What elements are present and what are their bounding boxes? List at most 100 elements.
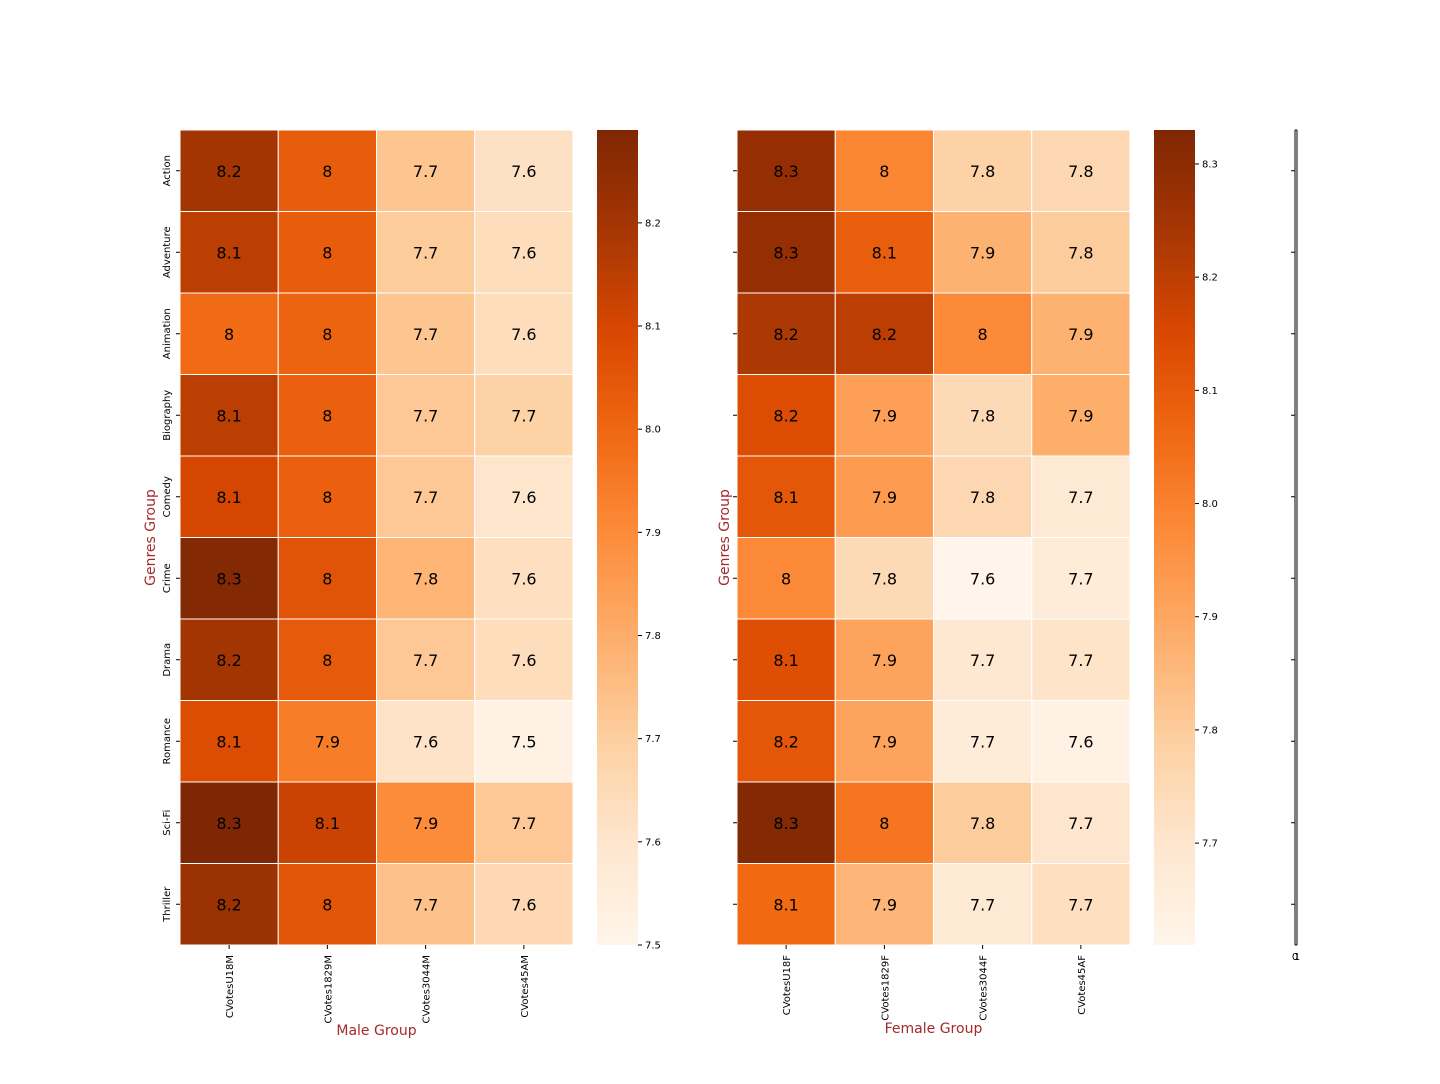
cell-value-label: 7.6: [511, 569, 536, 588]
cell-value-label: 7.9: [872, 406, 897, 425]
heatmap-cell: [736, 374, 836, 457]
colorbar-tick-label: 8.0: [645, 425, 661, 436]
heatmap-cell: [834, 618, 934, 701]
cell-value-label: 7.5: [511, 732, 536, 751]
heatmap-cell: [179, 455, 279, 538]
cell-value-label: 8.3: [216, 814, 241, 833]
y-axis-label: Genres Group: [717, 489, 733, 586]
heatmap-cell: [474, 374, 574, 457]
heatmap-cell: [736, 455, 836, 538]
y-tick-label: Animation: [162, 308, 173, 359]
cell-value-label: 7.7: [413, 406, 438, 425]
cell-value-label: 8.1: [216, 732, 241, 751]
heatmap-cell: [376, 129, 476, 212]
cell-value-label: 7.9: [872, 488, 897, 507]
cell-value-label: 8.2: [216, 651, 241, 670]
cell-value-label: 7.7: [413, 895, 438, 914]
heatmap-cell: [277, 129, 377, 212]
heatmap-cell: [474, 129, 574, 212]
cell-value-label: 8.2: [773, 732, 798, 751]
cell-value-label: 7.9: [413, 814, 438, 833]
female-heatmap: 8.3 8 7.8 7.8 8.3 8.1 7.9 7.8 8.2 8.2 8 7.9 8.2 7.9 7.…: [717, 129, 1218, 1037]
heatmap-cell: [736, 700, 836, 783]
cell-value-label: 8.1: [773, 488, 798, 507]
cell-value-label: 8.3: [773, 243, 798, 262]
colorbar-tick-label: 8.2: [645, 218, 661, 229]
heatmap-cell: [933, 700, 1033, 783]
cell-value-label: 8: [322, 162, 332, 181]
cell-value-label: 7.7: [1068, 651, 1093, 670]
cell-value-label: 7.7: [970, 651, 995, 670]
heatmap-cell: [834, 700, 934, 783]
cell-value-label: 7.6: [511, 651, 536, 670]
cell-value-label: 8.2: [872, 325, 897, 344]
cell-value-label: 7.6: [511, 325, 536, 344]
colorbar-tick-label: 8.2: [1202, 273, 1218, 284]
heatmap-cell: [474, 863, 574, 946]
colorbar-tick-label: 7.5: [645, 941, 661, 952]
cell-value-label: 8: [879, 814, 889, 833]
heatmap-cell: [376, 374, 476, 457]
cell-value-label: 7.8: [1068, 243, 1093, 262]
cell-value-label: 7.6: [1068, 732, 1093, 751]
cell-value-label: 8: [322, 325, 332, 344]
heatmap-cell: [376, 455, 476, 538]
heatmap-cell: [179, 129, 279, 212]
x-tick-label: CVotes45AM: [520, 955, 531, 1018]
heatmap-cell: [933, 781, 1033, 864]
heatmap-cell: [933, 537, 1033, 620]
heatmap-cell: [1031, 211, 1131, 294]
colorbar-tick-label: 7.7: [645, 734, 661, 745]
cell-value-label: 7.7: [970, 732, 995, 751]
cell-value-label: 7.8: [970, 406, 995, 425]
heatmap-cell: [277, 211, 377, 294]
cell-value-label: 8: [322, 651, 332, 670]
cell-value-label: 7.7: [1068, 895, 1093, 914]
cell-value-label: 7.9: [315, 732, 340, 751]
cell-value-label: 8: [322, 406, 332, 425]
heatmap-cell: [277, 374, 377, 457]
heatmap-cell: [277, 537, 377, 620]
heatmap-cell: [376, 863, 476, 946]
cell-value-label: 8: [322, 243, 332, 262]
cell-value-label: 8.1: [773, 651, 798, 670]
y-tick-label: Adventure: [162, 226, 173, 278]
heatmap-cell: [834, 292, 934, 375]
cell-value-label: 8.2: [773, 406, 798, 425]
cell-value-label: 7.6: [970, 569, 995, 588]
x-tick-label: CVotesU18M: [225, 955, 236, 1018]
cell-value-label: 7.8: [970, 814, 995, 833]
heatmap-cell: [1031, 863, 1131, 946]
heatmap-cell: [179, 863, 279, 946]
heatmap-cell: [474, 618, 574, 701]
colorbar-tick-label: 8.1: [645, 322, 661, 333]
cell-value-label: 8.3: [216, 569, 241, 588]
heatmap-cell: [376, 700, 476, 783]
y-tick-label: Sci-Fi: [162, 810, 173, 836]
heatmap-cell: [474, 537, 574, 620]
heatmap-cell: [1031, 781, 1131, 864]
y-tick-label: Biography: [162, 390, 173, 441]
heatmap-cell: [1031, 374, 1131, 457]
cell-value-label: 7.8: [970, 162, 995, 181]
cell-value-label: 7.9: [872, 895, 897, 914]
heatmap-cell: [834, 455, 934, 538]
heatmap-cell: [1031, 537, 1131, 620]
cell-value-label: 8: [322, 569, 332, 588]
y-axis-label: Genres Group: [143, 489, 159, 586]
cell-value-label: 7.7: [1068, 569, 1093, 588]
heatmap-cell: [179, 374, 279, 457]
heatmap-cell: [376, 537, 476, 620]
colorbar-tick-label: 7.8: [1202, 725, 1218, 736]
empty-axis-tick-label: 0: [1292, 952, 1298, 963]
cell-value-label: 7.6: [511, 243, 536, 262]
cell-value-label: 7.7: [511, 406, 536, 425]
y-tick-label: Action: [162, 155, 173, 186]
cell-value-label: 8.1: [872, 243, 897, 262]
colorbar-tick-label: 8.3: [1202, 159, 1218, 170]
heatmap-cell: [474, 781, 574, 864]
x-tick-label: CVotes3044M: [422, 955, 433, 1024]
heatmap-cell: [376, 781, 476, 864]
heatmap-cell: [277, 455, 377, 538]
